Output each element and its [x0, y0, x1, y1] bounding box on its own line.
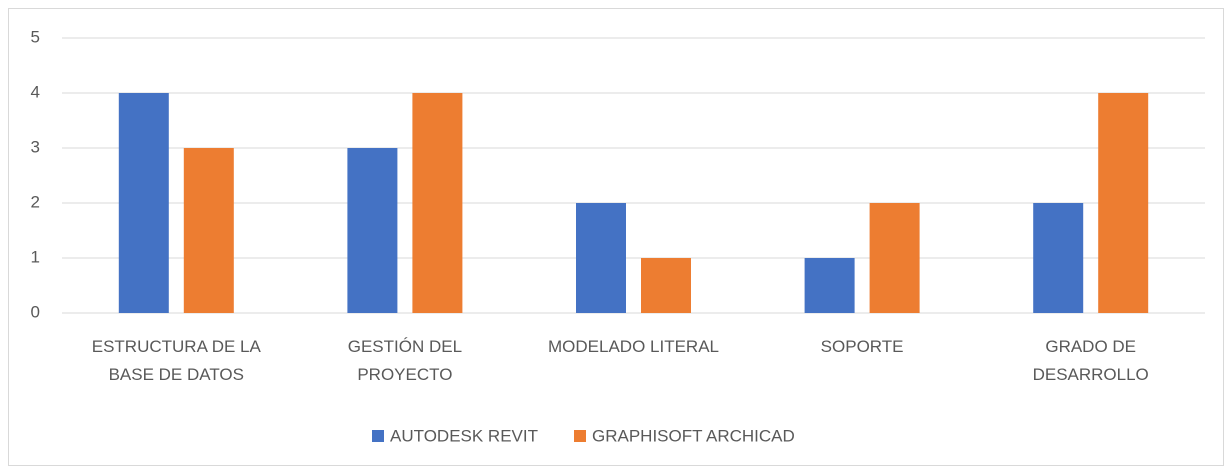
bar	[118, 93, 169, 313]
y-tick-label: 5	[31, 27, 40, 46]
x-tick-label: SOPORTE	[820, 337, 904, 356]
bar	[1033, 203, 1084, 313]
bar	[576, 203, 626, 313]
legend-label: AUTODESK REVIT	[390, 426, 538, 445]
bar	[412, 93, 463, 313]
bar	[347, 148, 398, 313]
y-tick-label: 4	[31, 82, 40, 101]
bar	[183, 148, 234, 313]
y-tick-label: 1	[31, 247, 40, 266]
legend-swatch	[372, 430, 384, 442]
y-tick-label: 3	[31, 137, 40, 156]
legend-label: GRAPHISOFT ARCHICAD	[592, 426, 795, 445]
x-tick-label: GESTIÓN DEL PROYECTO	[347, 337, 463, 384]
bar	[1098, 93, 1149, 313]
x-tick-label: MODELADO LITERAL	[548, 337, 719, 356]
bar	[869, 203, 920, 313]
x-tick-label: ESTRUCTURA DE LA BASE DE DATOS	[91, 337, 261, 384]
bar	[641, 258, 691, 313]
legend-swatch	[574, 430, 586, 442]
bar	[804, 258, 855, 313]
x-tick-label: GRADO DE DESARROLLO	[1032, 337, 1149, 384]
y-tick-label: 0	[31, 302, 40, 321]
y-tick-label: 2	[31, 192, 40, 211]
